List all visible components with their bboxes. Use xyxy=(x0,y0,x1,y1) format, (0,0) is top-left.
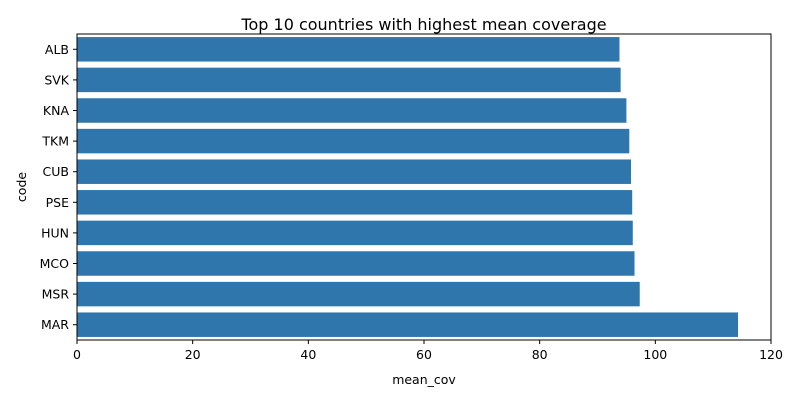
x-tick-label: 40 xyxy=(300,347,316,362)
x-tick-label: 100 xyxy=(643,347,667,362)
y-tick-label: KNA xyxy=(43,103,70,118)
bar-alb xyxy=(77,37,620,62)
x-tick-label: 20 xyxy=(185,347,201,362)
y-tick-label: MAR xyxy=(41,317,69,332)
bars-group xyxy=(77,37,739,337)
y-tick-label: HUN xyxy=(41,225,69,240)
y-axis-label: code xyxy=(14,172,29,202)
x-tick-label: 60 xyxy=(416,347,432,362)
y-tick-label: MCO xyxy=(40,256,70,271)
x-axis-ticks: 0 20 40 60 80 100 120 xyxy=(73,340,783,362)
bar-mco xyxy=(77,251,635,276)
bar-svk xyxy=(77,67,621,93)
bar-mar xyxy=(77,312,739,337)
bar-hun xyxy=(77,220,633,246)
y-tick-label: SVK xyxy=(44,72,69,87)
y-tick-label: PSE xyxy=(46,195,69,210)
y-tick-label: MSR xyxy=(42,287,70,302)
bar-cub xyxy=(77,159,632,184)
x-tick-label: 80 xyxy=(532,347,548,362)
bar-kna xyxy=(77,98,627,123)
y-tick-label: ALB xyxy=(45,42,69,57)
x-tick-label: 120 xyxy=(759,347,783,362)
x-tick-label: 0 xyxy=(73,347,81,362)
y-axis-ticks: ALB SVK KNA TKM CUB PSE HUN MCO MSR MAR xyxy=(40,42,77,332)
y-tick-label: CUB xyxy=(43,164,69,179)
bar-pse xyxy=(77,190,633,215)
x-axis-label: mean_cov xyxy=(392,372,456,387)
bar-msr xyxy=(77,281,640,307)
plot-area-frame xyxy=(76,33,772,341)
y-tick-label: TKM xyxy=(41,134,69,149)
bar-tkm xyxy=(77,128,630,154)
chart-title: Top 10 countries with highest mean cover… xyxy=(240,15,606,34)
